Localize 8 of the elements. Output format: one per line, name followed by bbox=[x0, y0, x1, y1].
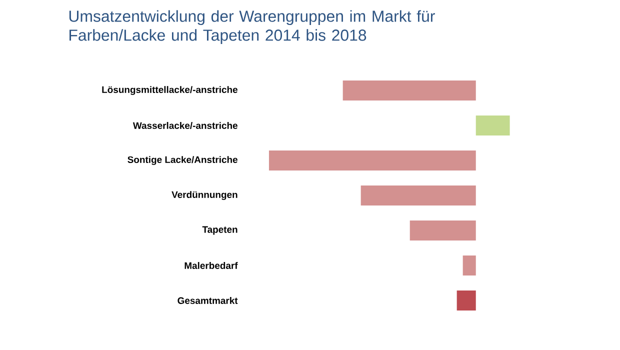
chart-title: Umsatzentwicklung der Warengruppen im Markt für Farben/Lacke und Tapeten 2014 bis 2018 bbox=[69, 10, 435, 44]
y-tick-label: Lösungsmittellacke/-anstriche bbox=[102, 86, 238, 95]
y-tick-label: Sontige Lacke/Anstriche bbox=[128, 156, 238, 165]
y-tick-label: Wasserlacke/-anstriche bbox=[132, 122, 238, 130]
y-tick-label: Malerbedarf bbox=[184, 262, 238, 269]
y-tick-label: Verdünnungen bbox=[172, 191, 238, 200]
y-tick-label: Gesamtmarkt bbox=[178, 297, 238, 304]
y-tick-label: Tapeten bbox=[202, 226, 238, 235]
